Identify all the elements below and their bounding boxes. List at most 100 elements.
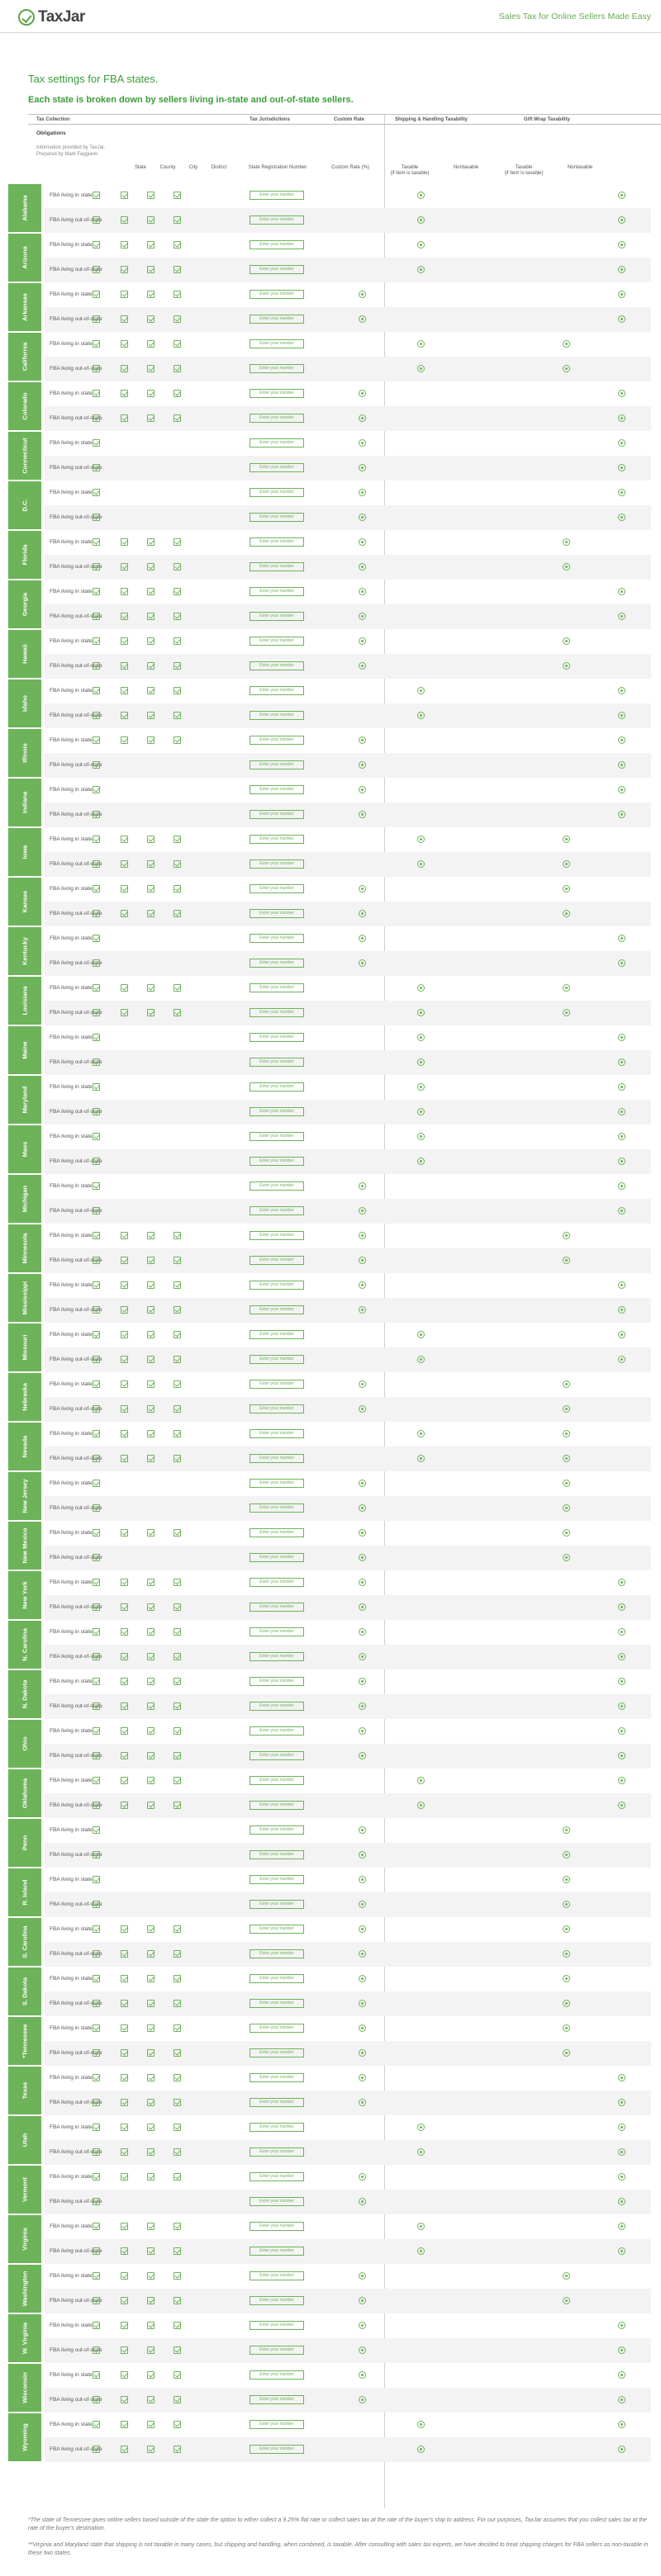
giftwrap-nontaxable-radio[interactable] [618,2148,625,2156]
shipping-taxable-radio[interactable] [359,811,366,818]
city-checkbox[interactable] [147,365,155,372]
district-checkbox[interactable] [174,1380,181,1388]
shipping-taxable-radio[interactable] [359,1851,366,1859]
city-checkbox[interactable] [147,2223,155,2230]
registration-number-input[interactable]: Enter your number [250,2247,304,2256]
county-checkbox[interactable] [121,1678,128,1685]
shipping-nontaxable-radio[interactable] [417,1083,425,1091]
giftwrap-taxable-radio[interactable] [563,1405,570,1413]
city-checkbox[interactable] [147,1380,155,1388]
shipping-nontaxable-radio[interactable] [417,1108,425,1115]
city-checkbox[interactable] [147,2000,155,2007]
state-checkbox[interactable] [93,811,100,818]
state-checkbox[interactable] [93,2074,100,2081]
registration-number-input[interactable]: Enter your number [250,1974,304,1983]
city-checkbox[interactable] [147,1777,155,1784]
city-checkbox[interactable] [147,216,155,224]
shipping-taxable-radio[interactable] [359,1925,366,1933]
state-checkbox[interactable] [93,1455,100,1462]
giftwrap-taxable-radio[interactable] [563,984,570,992]
registration-number-input[interactable]: Enter your number [250,1875,304,1884]
district-checkbox[interactable] [174,1727,181,1735]
district-checkbox[interactable] [174,1628,181,1636]
city-checkbox[interactable] [147,1356,155,1363]
county-checkbox[interactable] [121,836,128,843]
registration-number-input[interactable]: Enter your number [250,1900,304,1909]
shipping-taxable-radio[interactable] [359,1257,366,1264]
shipping-taxable-radio[interactable] [359,1628,366,1636]
giftwrap-nontaxable-radio[interactable] [618,935,625,942]
registration-number-input[interactable]: Enter your number [250,2271,304,2280]
giftwrap-taxable-radio[interactable] [563,1529,570,1537]
state-checkbox[interactable] [93,588,100,595]
city-checkbox[interactable] [147,538,155,546]
giftwrap-nontaxable-radio[interactable] [618,1281,625,1289]
registration-number-input[interactable]: Enter your number [250,240,304,249]
shipping-nontaxable-radio[interactable] [417,2124,425,2131]
district-checkbox[interactable] [174,1009,181,1016]
giftwrap-nontaxable-radio[interactable] [618,1702,625,1710]
giftwrap-taxable-radio[interactable] [563,1009,570,1016]
giftwrap-nontaxable-radio[interactable] [618,2421,625,2428]
registration-number-input[interactable]: Enter your number [250,1454,304,1463]
registration-number-input[interactable]: Enter your number [250,2395,304,2404]
giftwrap-taxable-radio[interactable] [563,1480,570,1487]
district-checkbox[interactable] [174,2297,181,2304]
registration-number-input[interactable]: Enter your number [250,810,304,819]
district-checkbox[interactable] [174,836,181,843]
shipping-taxable-radio[interactable] [359,2024,366,2032]
district-checkbox[interactable] [174,2124,181,2131]
state-checkbox[interactable] [93,1380,100,1388]
city-checkbox[interactable] [147,1752,155,1759]
district-checkbox[interactable] [174,712,181,719]
county-checkbox[interactable] [121,1356,128,1363]
shipping-taxable-radio[interactable] [359,637,366,645]
city-checkbox[interactable] [147,2421,155,2428]
district-checkbox[interactable] [174,538,181,546]
district-checkbox[interactable] [174,2322,181,2329]
giftwrap-nontaxable-radio[interactable] [618,1207,625,1215]
district-checkbox[interactable] [174,2223,181,2230]
shipping-taxable-radio[interactable] [359,315,366,323]
city-checkbox[interactable] [147,910,155,917]
county-checkbox[interactable] [121,2000,128,2007]
giftwrap-nontaxable-radio[interactable] [618,2371,625,2379]
shipping-taxable-radio[interactable] [359,538,366,546]
shipping-taxable-radio[interactable] [359,1653,366,1660]
registration-number-input[interactable]: Enter your number [250,414,304,423]
registration-number-input[interactable]: Enter your number [250,859,304,869]
state-checkbox[interactable] [93,860,100,868]
county-checkbox[interactable] [121,1430,128,1437]
shipping-taxable-radio[interactable] [359,2297,366,2304]
state-checkbox[interactable] [93,266,100,273]
shipping-nontaxable-radio[interactable] [417,1009,425,1016]
state-checkbox[interactable] [93,1603,100,1611]
giftwrap-nontaxable-radio[interactable] [618,216,625,224]
shipping-nontaxable-radio[interactable] [417,1356,425,1363]
registration-number-input[interactable]: Enter your number [250,191,304,200]
shipping-nontaxable-radio[interactable] [417,1430,425,1437]
shipping-taxable-radio[interactable] [359,736,366,744]
state-checkbox[interactable] [93,1975,100,1982]
registration-number-input[interactable]: Enter your number [250,1429,304,1438]
giftwrap-nontaxable-radio[interactable] [618,1034,625,1041]
giftwrap-nontaxable-radio[interactable] [618,241,625,249]
county-checkbox[interactable] [121,315,128,323]
city-checkbox[interactable] [147,1405,155,1413]
shipping-taxable-radio[interactable] [359,1504,366,1512]
registration-number-input[interactable]: Enter your number [250,1256,304,1265]
registration-number-input[interactable]: Enter your number [250,2048,304,2057]
city-checkbox[interactable] [147,1257,155,1264]
city-checkbox[interactable] [147,1802,155,1809]
registration-number-input[interactable]: Enter your number [250,785,304,794]
registration-number-input[interactable]: Enter your number [250,1380,304,1389]
district-checkbox[interactable] [174,1232,181,1239]
county-checkbox[interactable] [121,2124,128,2131]
shipping-nontaxable-radio[interactable] [417,1802,425,1809]
registration-number-input[interactable]: Enter your number [250,2123,304,2132]
state-checkbox[interactable] [93,2346,100,2354]
registration-number-input[interactable]: Enter your number [250,661,304,670]
giftwrap-nontaxable-radio[interactable] [618,2346,625,2354]
registration-number-input[interactable]: Enter your number [250,760,304,769]
county-checkbox[interactable] [121,1950,128,1958]
